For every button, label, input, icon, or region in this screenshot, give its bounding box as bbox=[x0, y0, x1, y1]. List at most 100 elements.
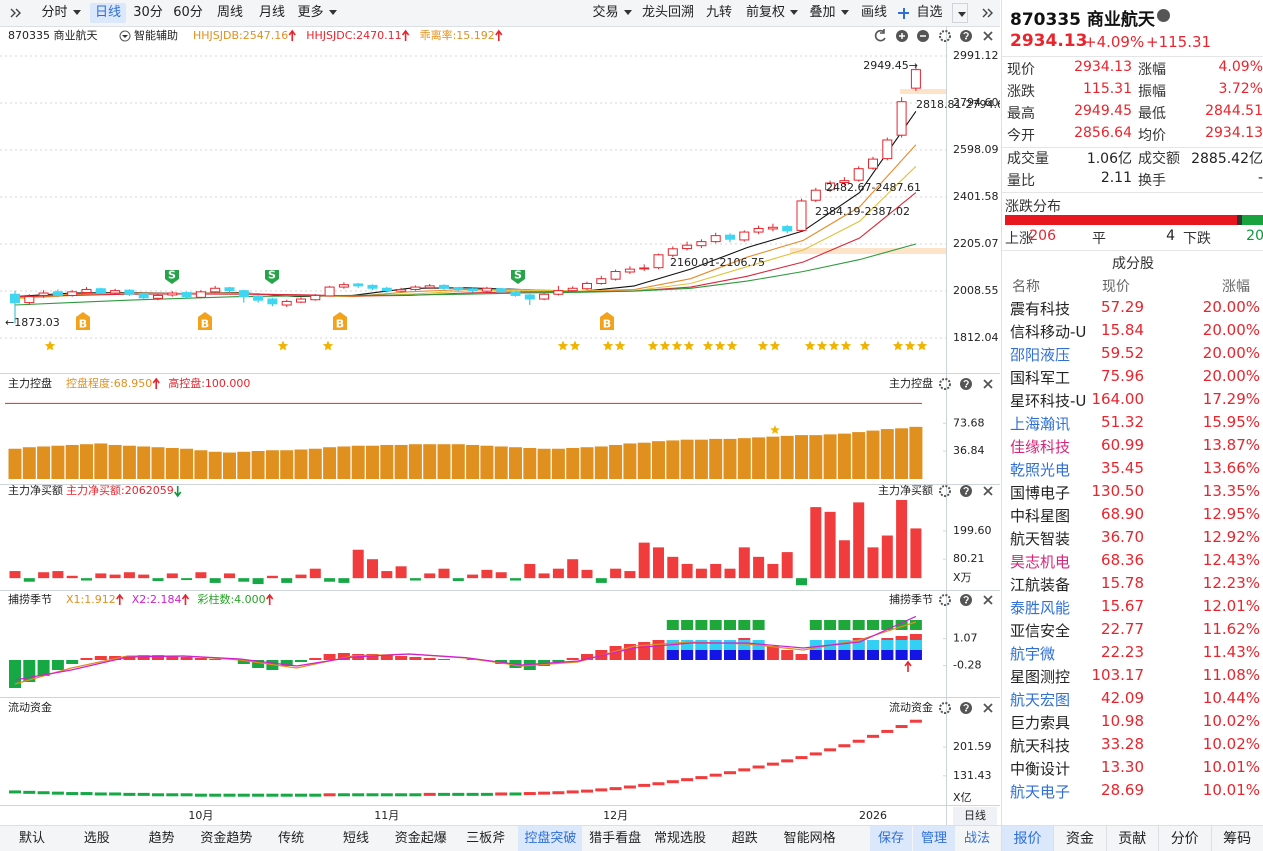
candle-body bbox=[467, 288, 478, 292]
toolbar-button[interactable]: 更多 bbox=[294, 3, 340, 23]
bar bbox=[338, 578, 350, 583]
y-tick-label: 2991.12 bbox=[953, 49, 999, 62]
action-tab[interactable]: 管理 bbox=[913, 826, 955, 851]
bar bbox=[294, 449, 308, 479]
buy-signal bbox=[198, 312, 212, 330]
stock-row[interactable]: 航天电子 28.69 10.01% bbox=[1002, 781, 1263, 804]
stock-row[interactable]: 航天科技 33.28 10.02% bbox=[1002, 735, 1263, 758]
strategy-tab[interactable]: 选股 bbox=[83, 831, 110, 846]
stock-row[interactable]: 震有科技 57.29 20.00% bbox=[1002, 298, 1263, 321]
stock-row[interactable]: 泰胜风能 15.67 12.01% bbox=[1002, 597, 1263, 620]
color-column bbox=[738, 640, 751, 650]
stock-row[interactable]: 中衡设计 13.30 10.01% bbox=[1002, 758, 1263, 781]
table-header: 现价 bbox=[1102, 279, 1130, 295]
stock-row[interactable]: 中科星图 68.90 12.95% bbox=[1002, 505, 1263, 528]
toolbar-button[interactable]: 分时 bbox=[36, 3, 86, 23]
stock-name: 泰胜风能 bbox=[1010, 599, 1071, 617]
quote-tab[interactable]: 筹码 bbox=[1210, 826, 1263, 851]
toolbar-button[interactable]: 月线 bbox=[258, 5, 285, 20]
fund-tick bbox=[495, 792, 508, 796]
price-annotation: ←1873.03 bbox=[5, 316, 60, 329]
strategy-tab[interactable]: 常规选股 bbox=[653, 831, 706, 846]
stock-row[interactable]: 星环科技-U 164.00 17.29% bbox=[1002, 390, 1263, 413]
action-tab[interactable]: 战法 bbox=[963, 831, 990, 846]
candle-body bbox=[153, 294, 163, 299]
period-box bbox=[953, 807, 997, 825]
fund-tick bbox=[581, 789, 593, 793]
collapse-button[interactable] bbox=[981, 6, 995, 20]
bar bbox=[295, 660, 307, 662]
up-bar bbox=[1005, 215, 1237, 225]
toolbar-button[interactable]: 周线 bbox=[216, 5, 243, 20]
stock-change: 13.87% bbox=[1202, 436, 1260, 454]
panel-tools[interactable] bbox=[939, 594, 993, 606]
up-label: 上涨 bbox=[1005, 231, 1033, 247]
quote-tab[interactable]: 分价 bbox=[1158, 826, 1210, 851]
strategy-tab[interactable]: 默认 bbox=[18, 831, 45, 846]
chart-tools[interactable] bbox=[874, 29, 929, 42]
quote-label: 均价 bbox=[1138, 128, 1166, 144]
strategy-tab[interactable]: 三板斧 bbox=[466, 831, 506, 846]
stock-row[interactable]: 江航装备 15.78 12.23% bbox=[1002, 574, 1263, 597]
color-column bbox=[809, 640, 822, 650]
strategy-tab[interactable]: 短线 bbox=[342, 831, 369, 846]
stock-row[interactable]: 航天宏图 42.09 10.44% bbox=[1002, 689, 1263, 712]
stock-row[interactable]: 航宇微 22.23 11.43% bbox=[1002, 643, 1263, 666]
toolbar-button[interactable]: 30分 bbox=[133, 5, 163, 20]
toolbar-button[interactable]: 60分 bbox=[173, 5, 203, 20]
panel-tools[interactable] bbox=[939, 378, 993, 390]
plus-icon bbox=[902, 7, 905, 19]
down-count: 20 bbox=[1246, 228, 1263, 244]
action-tab[interactable]: 保存 bbox=[870, 826, 912, 851]
panel-tools[interactable] bbox=[939, 485, 993, 497]
stock-row[interactable]: 亚信安全 22.77 11.62% bbox=[1002, 620, 1263, 643]
strategy-tab[interactable]: 猎手看盘 bbox=[589, 831, 642, 846]
stock-row[interactable]: 乾照光电 35.45 13.66% bbox=[1002, 459, 1263, 482]
toolbar-button[interactable]: 自选 bbox=[895, 3, 950, 23]
bar bbox=[251, 451, 265, 479]
toolbar-button[interactable]: 九转 bbox=[705, 5, 732, 20]
stock-row[interactable]: 上海瀚讯 51.32 15.95% bbox=[1002, 413, 1263, 436]
stock-row[interactable]: 星图测控 103.17 11.08% bbox=[1002, 666, 1263, 689]
toolbar-button[interactable]: 前复权 bbox=[742, 3, 802, 23]
stock-row[interactable]: 国科军工 75.96 20.00% bbox=[1002, 367, 1263, 390]
stock-row[interactable]: 昊志机电 68.36 12.43% bbox=[1002, 551, 1263, 574]
strategy-tab[interactable]: 资金起爆 bbox=[394, 831, 447, 846]
expand-button[interactable] bbox=[9, 6, 23, 20]
star-marker bbox=[569, 340, 581, 351]
candle-body bbox=[281, 300, 292, 306]
y-tick-label: 2401.58 bbox=[953, 190, 999, 203]
strategy-tab[interactable]: 传统 bbox=[278, 831, 305, 846]
toolbar-button[interactable]: 龙头回溯 bbox=[641, 5, 694, 20]
stock-row[interactable]: 巨力索具 10.98 10.02% bbox=[1002, 712, 1263, 735]
strategy-tab[interactable]: 趋势 bbox=[148, 831, 175, 846]
panel-tools[interactable] bbox=[939, 30, 993, 42]
stock-row[interactable]: 邵阳液压 59.52 20.00% bbox=[1002, 344, 1263, 367]
settings-icon bbox=[939, 702, 951, 714]
toolbar-button[interactable]: 交易 bbox=[588, 3, 636, 23]
dropdown-button[interactable] bbox=[952, 3, 968, 23]
stock-price: 10.98 bbox=[1101, 712, 1144, 730]
stock-row[interactable]: 航天智装 36.70 12.92% bbox=[1002, 528, 1263, 551]
kline-chart: 2991.12 2794.60 2598.09 2401.58 2205.07 2008.… bbox=[0, 26, 1000, 825]
stock-row[interactable]: 国博电子 130.50 13.35% bbox=[1002, 482, 1263, 505]
candle-body bbox=[253, 295, 264, 301]
candle-body bbox=[825, 182, 836, 191]
candle-body bbox=[753, 227, 764, 233]
panel-tools[interactable] bbox=[939, 702, 993, 714]
toolbar-button[interactable]: 叠加 bbox=[804, 3, 854, 23]
quote-tab[interactable]: 报价 bbox=[1001, 826, 1053, 851]
toolbar-button[interactable]: 日线 bbox=[90, 3, 126, 23]
stock-row[interactable]: 佳缘科技 60.99 13.87% bbox=[1002, 436, 1263, 459]
quote-tab[interactable]: 贡献 bbox=[1105, 826, 1158, 851]
toolbar-button[interactable]: 画线 bbox=[860, 5, 887, 20]
quote-tab[interactable]: 资金 bbox=[1053, 826, 1105, 851]
strategy-tab[interactable]: 超跌 bbox=[731, 831, 758, 846]
strategy-tab[interactable]: 资金趋势 bbox=[200, 831, 253, 846]
bar bbox=[438, 568, 450, 579]
strategy-tab[interactable]: 控盘突破 bbox=[518, 826, 583, 851]
bar bbox=[95, 573, 107, 579]
stock-row[interactable]: 信科移动-U 15.84 20.00% bbox=[1002, 321, 1263, 344]
strategy-tab[interactable]: 智能网格 bbox=[783, 831, 836, 846]
bar bbox=[337, 653, 350, 660]
